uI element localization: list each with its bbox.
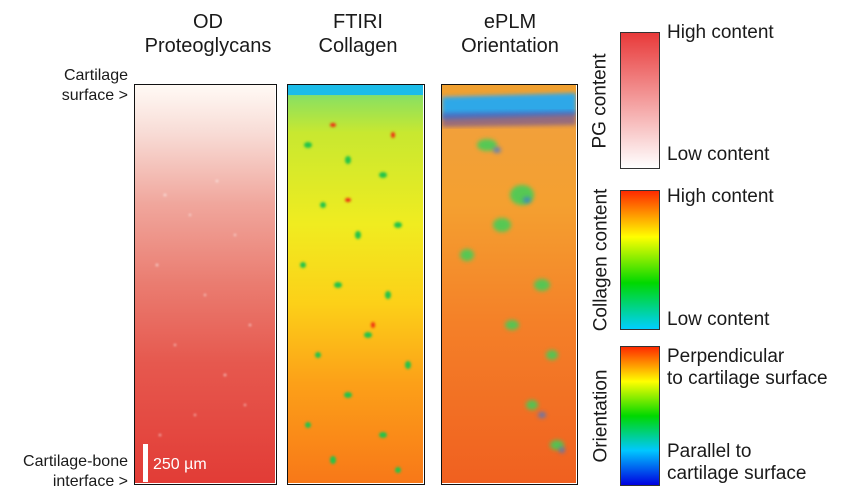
cartilage-bone-line2: interface > [52, 473, 128, 490]
od-title-line2: Proteoglycans [144, 35, 272, 57]
pg-content-axis-label: PG content [590, 52, 611, 149]
orientation-high-label: Perpendicular to cartilage surface [667, 346, 828, 390]
collagen-axis-label-wrap: Collagen content [588, 185, 614, 335]
eplm-panel-title: ePLM Orientation [440, 10, 580, 58]
pg-content-gradient [621, 33, 659, 168]
od-image-graphic [135, 85, 275, 483]
pg-low-label: Low content [667, 144, 770, 165]
od-panel-title: OD Proteoglycans [138, 10, 278, 58]
orientation-low-label: Parallel to cartilage surface [667, 441, 806, 485]
collagen-content-colorbar [620, 190, 660, 330]
ftiri-panel-title: FTIRI Collagen [288, 10, 428, 58]
orientation-low-line1: Parallel to [667, 441, 752, 462]
ftiri-title-line2: Collagen [318, 35, 398, 57]
cartilage-surface-line1: Cartilage [63, 67, 128, 84]
ftiri-image-graphic [288, 85, 423, 483]
eplm-image-graphic [442, 85, 576, 483]
collagen-low-label: Low content [667, 309, 770, 330]
orientation-gradient [621, 347, 659, 485]
orientation-high-line2: to cartilage surface [667, 368, 828, 389]
cartilage-bone-interface-label: Cartilage-bone interface > [0, 452, 128, 492]
pg-content-colorbar [620, 32, 660, 169]
pg-content-axis-label-wrap: PG content [588, 32, 614, 169]
eplm-title-line1: ePLM [483, 11, 537, 33]
scale-bar [143, 444, 148, 482]
cartilage-surface-label: Cartilage surface > [0, 66, 128, 106]
eplm-orientation-image [441, 84, 578, 485]
scale-bar-label: 250 µm [153, 456, 207, 473]
orientation-colorbar [620, 346, 660, 486]
cartilage-surface-line2: surface > [61, 87, 128, 104]
eplm-title-line2: Orientation [461, 35, 559, 57]
collagen-content-axis-label: Collagen content [590, 188, 612, 332]
pg-high-label: High content [667, 22, 774, 43]
ftiri-title-line1: FTIRI [333, 11, 383, 33]
collagen-high-label: High content [667, 186, 774, 207]
orientation-low-line2: cartilage surface [667, 463, 807, 484]
ftiri-collagen-image [287, 84, 425, 485]
orientation-axis-label-wrap: Orientation [588, 346, 614, 486]
od-proteoglycans-image [134, 84, 277, 485]
cartilage-bone-line1: Cartilage-bone [23, 453, 128, 470]
orientation-axis-label: Orientation [590, 369, 612, 463]
collagen-content-gradient [621, 191, 659, 329]
od-title-line1: OD [193, 11, 223, 33]
orientation-high-line1: Perpendicular [667, 346, 785, 367]
